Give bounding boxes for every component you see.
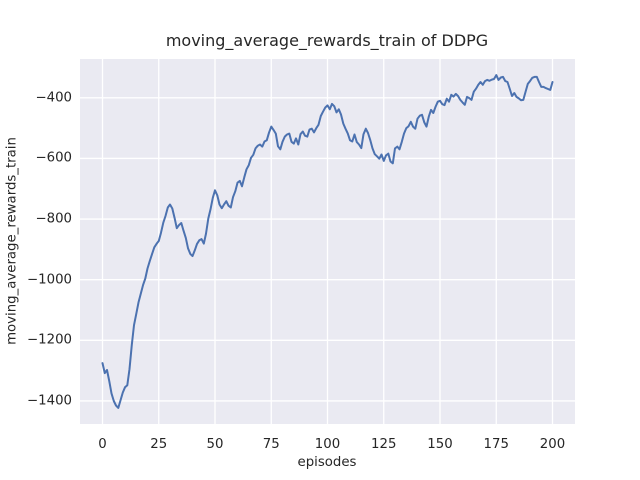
y-tick-label: −400 [35,90,72,106]
y-tick-label: −800 [35,211,72,227]
y-tick-label: −1200 [27,332,72,348]
x-tick-label: 0 [98,437,107,452]
x-tick-label: 100 [314,437,341,452]
chart-title: moving_average_rewards_train of DDPG [165,31,489,50]
x-tick-label: 50 [206,437,224,452]
y-axis-label: moving_average_rewards_train [4,137,20,345]
x-tick-label: 25 [150,437,168,452]
x-tick-label: 125 [371,437,397,452]
x-tick-label: 200 [539,437,566,452]
reward-line [101,74,554,409]
x-axis-label: episodes [297,455,357,470]
x-tick-label: 75 [262,437,280,452]
y-tick-label: −1400 [27,393,72,409]
x-tick-label: 175 [483,437,509,452]
y-tick-label: −600 [35,150,72,166]
y-tick-label: −1000 [27,272,72,288]
x-tick-label: 150 [427,437,453,452]
